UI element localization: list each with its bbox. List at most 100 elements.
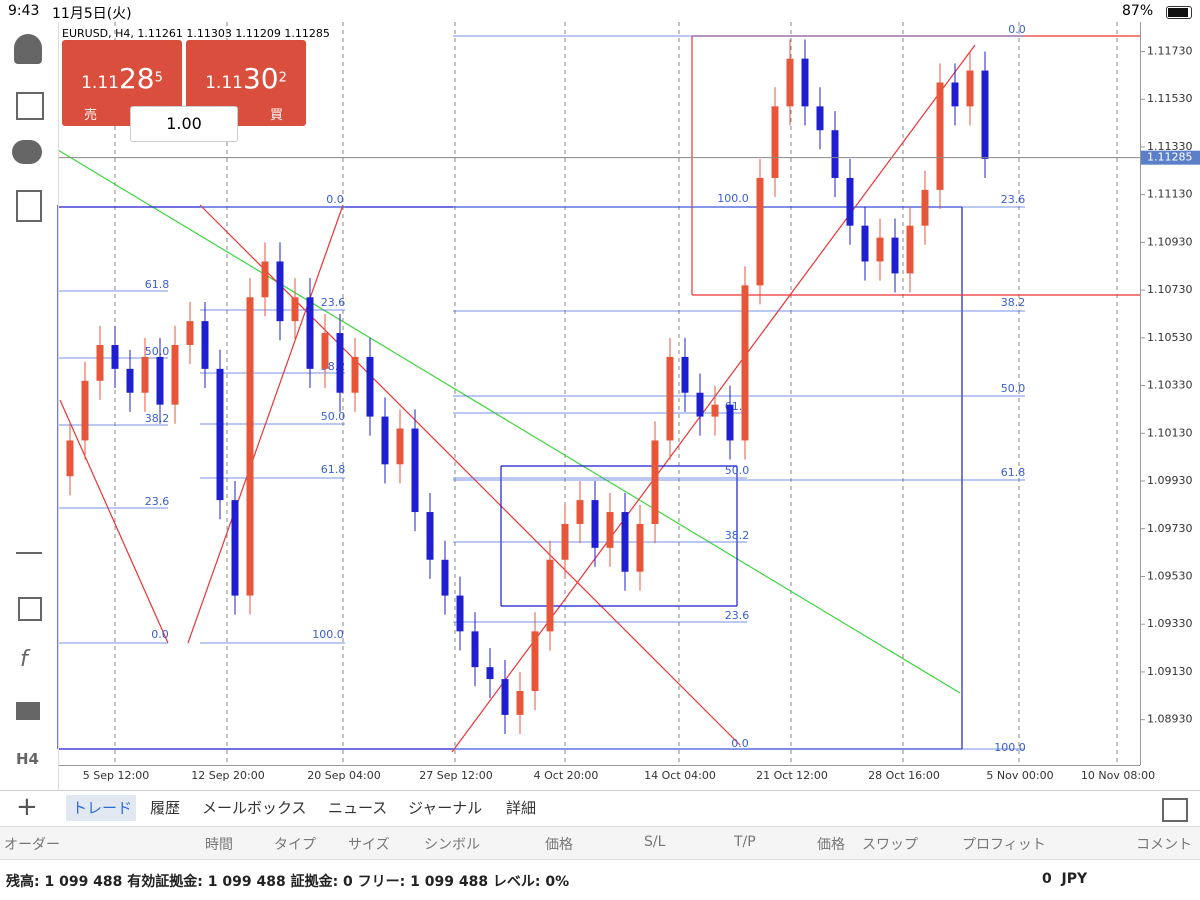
crosshair-icon[interactable] [16,552,42,554]
candle-body [846,177,854,226]
tab[interactable]: 履歴 [150,799,181,817]
objects-icon[interactable] [16,702,40,720]
candle-body [771,106,779,178]
candle-body [336,333,344,393]
new-order-icon[interactable] [16,190,42,222]
candle-body [666,356,674,441]
y-tick-label: 1.11330 [1147,140,1193,153]
chart: EURUSD, H4, 1.11261 1.11303 1.11209 1.11… [57,22,1200,782]
tab[interactable]: トレード [72,799,133,817]
divider [0,790,1200,791]
column-label: コメント [1136,837,1192,853]
add-button[interactable]: + [16,792,38,822]
column-label: 時間 [205,837,233,853]
price-axis-border [1140,22,1141,765]
candle-body [156,356,164,405]
price-tag: 1.11285 [1147,151,1193,164]
candle-body [696,392,704,417]
candle-body [366,356,374,417]
account-icon[interactable] [14,34,42,64]
candle-body [321,333,329,369]
candle-body [126,368,134,393]
x-tick-label: 12 Sep 20:00 [191,769,264,782]
y-tick-label: 1.11130 [1147,188,1193,201]
candle-body [426,512,434,560]
candle-body [486,667,494,680]
fib-label: 23.6 [321,296,346,309]
tab[interactable]: メールボックス [202,799,307,817]
chat-icon[interactable] [12,140,42,164]
candle-body [891,237,899,274]
tab[interactable]: ジャーナル [408,799,483,817]
column-label: S/L [644,834,666,850]
candle-body [786,58,794,107]
total-profit: 0 JPY [1042,871,1088,887]
candle-body [561,523,569,560]
candle-body [831,130,839,178]
x-tick-label: 4 Oct 20:00 [534,769,599,782]
fib-label: 100.0 [312,628,344,641]
sell-price-prefix: 1.11 [81,73,119,93]
indicator-icon[interactable]: f [20,647,28,672]
candle-body [141,356,149,393]
candle-body [876,237,884,262]
tab[interactable]: 詳細 [506,799,537,817]
column-label: シンボル [424,837,480,853]
fib-label: 23.6 [1001,193,1026,206]
candle-body [711,404,719,417]
time-axis-border [58,765,1140,766]
candle-body [351,356,359,393]
y-tick-label: 1.10130 [1147,426,1193,439]
layout-icon[interactable] [1162,798,1188,822]
candles-icon[interactable] [18,597,42,621]
y-tick-label: 1.10330 [1147,379,1193,392]
y-tick-label: 1.09530 [1147,569,1193,582]
candle-body [66,440,74,477]
x-tick-label: 14 Oct 04:00 [644,769,716,782]
account-summary: 残高: 1 099 488 有効証拠金: 1 099 488 証拠金: 0 フリ… [6,874,570,890]
tab[interactable]: ニュース [328,799,388,817]
trade-icon[interactable] [16,92,44,120]
candle-body [186,321,194,345]
candle-body [606,512,614,548]
status-bar: 9:43 11月5日(火) 87% [0,0,1200,22]
x-tick-label: 10 Nov 08:00 [1081,769,1155,782]
y-tick-label: 1.09330 [1147,617,1193,630]
sell-price-main: 28 [118,62,155,95]
buy-price-sup: 2 [278,70,287,86]
fib-label: 38.2 [145,412,170,425]
candle-body [216,368,224,501]
fib-label: 50.0 [1001,382,1026,395]
column-label: T/P [734,834,756,850]
candle-body [816,106,824,131]
column-header [0,826,1200,860]
drawing-line [199,204,741,746]
candle-body [441,559,449,596]
candle-body [981,70,989,159]
candle-body [741,285,749,441]
column-label: スワップ [862,837,918,853]
candle-body [591,500,599,548]
x-tick-label: 5 Nov 00:00 [986,769,1053,782]
candle-body [681,356,689,393]
active-tab-bg [66,795,136,821]
y-tick-label: 1.09130 [1147,665,1193,678]
candle-body [306,297,314,369]
volume-input[interactable]: 1.00 [130,106,238,142]
candle-body [396,428,404,465]
y-tick-label: 1.10730 [1147,283,1193,296]
candle-body [111,345,119,369]
fib-label: 100.0 [994,741,1026,754]
drawing-line [59,399,169,644]
battery-icon [1166,6,1192,19]
fib-label: 23.6 [725,609,750,622]
candle-body [921,189,929,226]
candle-body [246,297,254,596]
y-tick-label: 1.10930 [1147,235,1193,248]
candle-body [936,82,944,190]
x-tick-label: 28 Oct 16:00 [868,769,940,782]
timeframe[interactable]: H4 [16,750,39,768]
date: 11月5日(火) [52,6,132,22]
candle-body [516,691,524,715]
